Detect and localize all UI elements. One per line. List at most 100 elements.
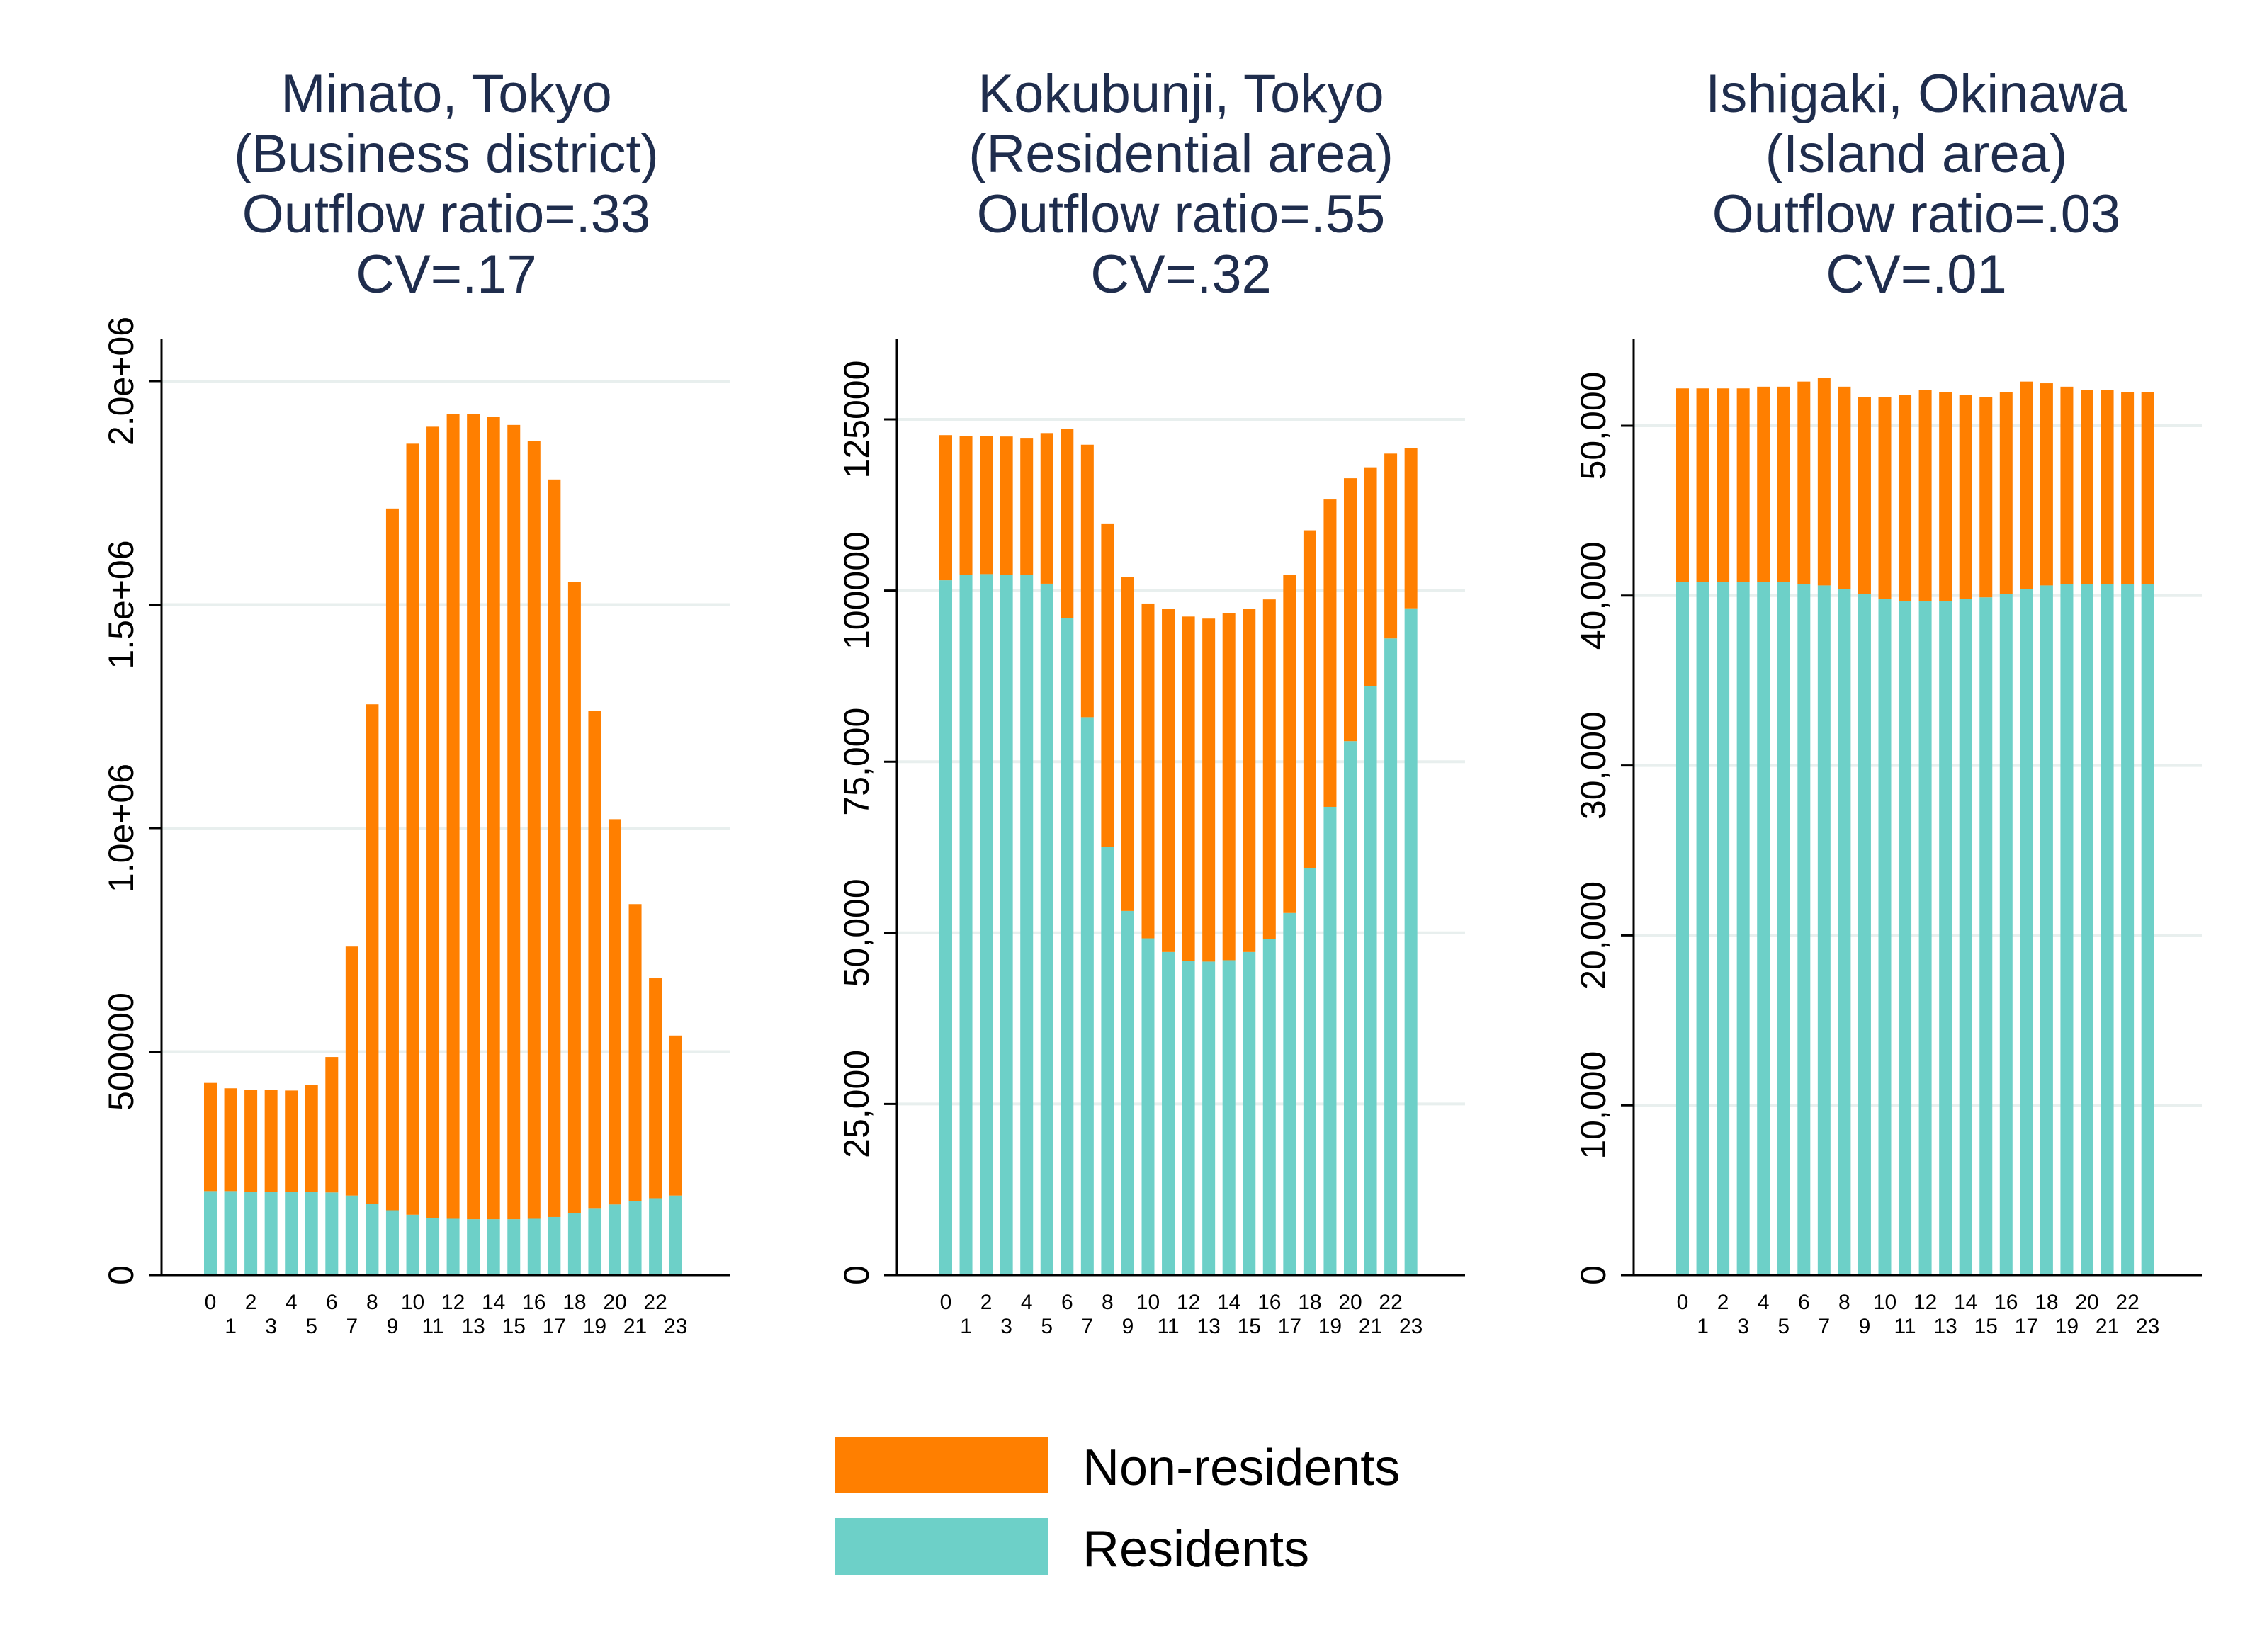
- bar-residents: [548, 1216, 561, 1275]
- bar-non-residents: [1303, 530, 1316, 868]
- x-tick-label: 13: [1197, 1315, 1220, 1338]
- x-tick-label: 12: [1913, 1291, 1937, 1314]
- bar-non-residents: [609, 819, 621, 1205]
- bar-residents: [1243, 951, 1256, 1275]
- bar-non-residents: [527, 441, 541, 1219]
- bar-residents: [1899, 600, 1912, 1275]
- bar-residents: [1696, 582, 1709, 1275]
- bar-residents: [345, 1195, 358, 1275]
- y-tick-label: 75,000: [837, 708, 876, 816]
- x-tick-label: 1: [1697, 1315, 1709, 1338]
- bar-non-residents: [1858, 397, 1871, 594]
- legend-swatch-residents: [835, 1518, 1048, 1575]
- chart-title-line: CV=.17: [356, 244, 537, 305]
- chart-panels: Minato, Tokyo(Business district) Outflow …: [101, 64, 2202, 1338]
- x-tick-label: 15: [1974, 1315, 1998, 1338]
- bar-residents: [1344, 741, 1357, 1275]
- legend-swatch-non-residents: [835, 1437, 1048, 1493]
- bar-residents: [939, 580, 952, 1275]
- x-tick-label: 23: [664, 1315, 687, 1338]
- x-tick-label: 5: [1041, 1315, 1053, 1338]
- x-tick-label: 5: [1777, 1315, 1790, 1338]
- legend-label-non-residents: Non-residents: [1082, 1439, 1400, 1496]
- x-tick-label: 21: [2096, 1315, 2119, 1338]
- x-tick-label: 3: [265, 1315, 277, 1338]
- bar-non-residents: [385, 508, 399, 1211]
- bar-non-residents: [1182, 616, 1195, 961]
- bar-non-residents: [1899, 395, 1912, 601]
- bar-residents: [1918, 600, 1932, 1275]
- bar-residents: [588, 1208, 601, 1275]
- bar-residents: [1262, 939, 1276, 1275]
- bar-non-residents: [1121, 577, 1134, 911]
- chart-title-line: Outflow ratio=.03: [1712, 184, 2121, 244]
- x-tick-label: 0: [940, 1291, 952, 1314]
- bar-residents: [406, 1214, 419, 1275]
- bar-non-residents: [2101, 390, 2114, 584]
- bar-residents: [1222, 960, 1236, 1275]
- bar-residents: [2101, 584, 2114, 1275]
- bar-residents: [1999, 594, 2013, 1275]
- bar-non-residents: [2121, 392, 2135, 584]
- chart-title-line: CV=.01: [1826, 244, 2007, 305]
- y-tick-label: 500000: [101, 992, 141, 1111]
- bar-non-residents: [487, 417, 500, 1220]
- x-tick-label: 9: [1122, 1315, 1134, 1338]
- bar-residents: [2121, 584, 2135, 1275]
- bar-non-residents: [1323, 499, 1337, 807]
- x-tick-label: 4: [1758, 1291, 1770, 1314]
- bar-non-residents: [1404, 448, 1418, 609]
- x-tick-label: 7: [1819, 1315, 1831, 1338]
- x-tick-label: 22: [1379, 1291, 1402, 1314]
- bar-residents: [385, 1210, 399, 1275]
- bar-residents: [1757, 582, 1770, 1275]
- bar-non-residents: [305, 1085, 318, 1192]
- bar-non-residents: [939, 435, 952, 581]
- bar-non-residents: [1736, 388, 1750, 582]
- bar-residents: [2040, 585, 2053, 1275]
- x-tick-label: 17: [1278, 1315, 1301, 1338]
- bar-residents: [1202, 961, 1216, 1275]
- chart-title-line: Minato, Tokyo: [281, 64, 612, 124]
- x-tick-label: 17: [2015, 1315, 2038, 1338]
- bar-non-residents: [1262, 599, 1276, 939]
- bar-residents: [2081, 584, 2093, 1275]
- chart-title-line: (Business district): [234, 124, 659, 184]
- bar-residents: [1303, 867, 1316, 1275]
- bar-non-residents: [1101, 523, 1114, 847]
- y-tick-label: 100000: [837, 531, 876, 650]
- bar-non-residents: [1979, 397, 1993, 598]
- x-tick-label: 18: [562, 1291, 586, 1314]
- y-tick-label: 0: [101, 1265, 141, 1285]
- legend: Non-residents Residents: [835, 1437, 1400, 1578]
- bar-non-residents: [1918, 390, 1932, 601]
- y-tick-label: 125000: [837, 361, 876, 479]
- x-tick-label: 10: [1136, 1291, 1160, 1314]
- bar-residents: [325, 1192, 339, 1275]
- chart-title-line: (Island area): [1765, 124, 2068, 184]
- y-tick-label: 50,000: [1573, 372, 1613, 480]
- bar-residents: [2060, 584, 2074, 1275]
- x-tick-label: 11: [1894, 1315, 1916, 1338]
- bar-non-residents: [1141, 603, 1155, 939]
- x-tick-label: 8: [1102, 1291, 1114, 1314]
- bar-non-residents: [325, 1057, 339, 1193]
- x-tick-label: 19: [1318, 1315, 1342, 1338]
- y-tick-label: 2.0e+06: [101, 317, 141, 446]
- bar-residents: [1817, 585, 1831, 1275]
- x-tick-label: 23: [2136, 1315, 2159, 1338]
- bar-residents: [467, 1219, 480, 1275]
- x-tick-label: 8: [1838, 1291, 1850, 1314]
- y-tick-label: 1.0e+06: [101, 764, 141, 893]
- bar-non-residents: [588, 711, 601, 1209]
- y-tick-label: 40,000: [1573, 541, 1613, 650]
- bar-non-residents: [244, 1090, 258, 1192]
- bar-non-residents: [345, 946, 358, 1196]
- bar-non-residents: [2040, 383, 2053, 586]
- x-tick-label: 13: [1933, 1315, 1957, 1338]
- bar-non-residents: [1797, 381, 1811, 584]
- x-tick-label: 16: [522, 1291, 545, 1314]
- bar-non-residents: [467, 414, 480, 1220]
- bar-residents: [567, 1213, 581, 1275]
